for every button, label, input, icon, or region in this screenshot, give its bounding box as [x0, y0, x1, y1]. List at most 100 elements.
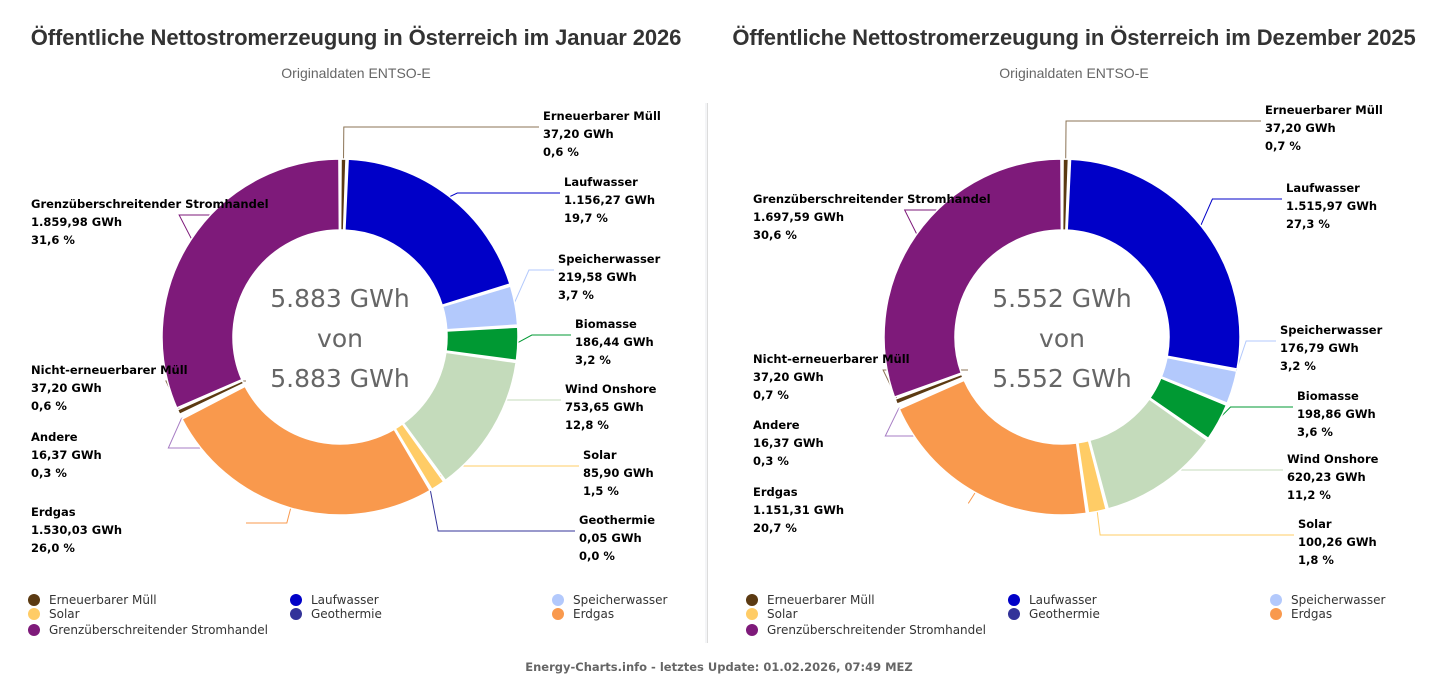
chart-title: Öffentliche Nettostromerzeugung in Öster… [30, 25, 682, 50]
label-value: 620,23 GWh [1287, 470, 1366, 484]
label-name: Andere [753, 418, 800, 432]
legend-label: Solar [49, 606, 80, 621]
label-percent: 0,0 % [579, 549, 615, 563]
data-label-wind-onshore: Wind Onshore 620,23 GWh 11,2 % [1287, 452, 1379, 502]
donut-chart: Erneuerbarer Müll 37,20 GWh 0,6 % Laufwasse… [31, 109, 661, 563]
legend-label: Geothermie [311, 606, 382, 621]
slice-andere[interactable] [897, 377, 965, 408]
legend-marker-icon [746, 607, 758, 620]
data-label-erneuerbarer-muell: Erneuerbarer Müll 37,20 GWh 0,7 % [1265, 103, 1383, 153]
slice-andere[interactable] [179, 383, 246, 418]
legend-item-erdgas[interactable]: Erdgas [552, 606, 614, 621]
slice-nicht-erneuerbarer-muell[interactable] [894, 373, 964, 405]
label-value: 1.530,03 GWh [31, 523, 122, 537]
legend-marker-icon [1008, 593, 1020, 606]
legend-marker-icon [290, 593, 302, 606]
legend-item-speicherwasser[interactable]: Speicherwasser [552, 592, 667, 607]
label-value: 100,26 GWh [1298, 535, 1377, 549]
legend-label: Laufwasser [1029, 592, 1097, 607]
legend-item-erdgas[interactable]: Erdgas [1270, 606, 1332, 621]
label-name: Biomasse [1297, 389, 1359, 403]
slice-grenzueberschreitender-stromhandel[interactable] [161, 158, 341, 409]
label-value: 37,20 GWh [753, 370, 824, 384]
label-name: Erneuerbarer Müll [543, 109, 661, 123]
data-label-speicherwasser: Speicherwasser 219,58 GWh 3,7 % [558, 252, 661, 302]
slice-speicherwasser[interactable] [441, 285, 519, 331]
label-percent: 30,6 % [753, 228, 797, 242]
donut-chart: Erneuerbarer Müll 37,20 GWh 0,7 % Laufwasse… [753, 103, 1383, 567]
legend-marker-icon [1270, 593, 1282, 606]
center-total: 5.883 GWh von 5.883 GWh [270, 284, 409, 393]
label-percent: 0,6 % [543, 145, 579, 159]
label-value: 219,58 GWh [558, 270, 637, 284]
slice-erdgas[interactable] [181, 385, 431, 516]
label-name: Speicherwasser [1280, 323, 1383, 337]
legend-label: Erneuerbarer Müll [767, 592, 875, 607]
data-label-biomasse: Biomasse 186,44 GWh 3,2 % [575, 317, 654, 367]
slice-solar[interactable] [1077, 439, 1107, 514]
footer-credits: Energy-Charts.info - letztes Update: 01.… [525, 660, 913, 674]
label-value: 16,37 GWh [753, 436, 824, 450]
legend-label: Grenzüberschreitender Stromhandel [49, 622, 268, 637]
label-value: 85,90 GWh [583, 466, 654, 480]
data-label-erneuerbarer-muell: Erneuerbarer Müll 37,20 GWh 0,6 % [543, 109, 661, 159]
chart-panel-january: Öffentliche Nettostromerzeugung in Öster… [0, 0, 712, 650]
slice-grenzueberschreitender-stromhandel[interactable] [883, 158, 1063, 398]
connector-erneuerbarer-muell [342, 126, 539, 162]
label-percent: 3,6 % [1297, 425, 1333, 439]
slice-erdgas[interactable] [898, 379, 1088, 516]
connector-erdgas [968, 490, 977, 504]
data-label-andere: Andere 16,37 GWh 0,3 % [753, 418, 824, 468]
label-name: Nicht-erneuerbarer Müll [31, 363, 188, 377]
label-percent: 20,7 % [753, 521, 797, 535]
legend-item-laufwasser[interactable]: Laufwasser [1008, 592, 1097, 607]
slice-biomasse[interactable] [1149, 377, 1228, 440]
legend-item-solar[interactable]: Solar [746, 606, 798, 621]
label-value: 1.515,97 GWh [1286, 199, 1377, 213]
label-name: Andere [31, 430, 78, 444]
data-label-grenzueberschreitender-stromhandel: Grenzüberschreitender Stromhandel 1.697,5… [753, 192, 991, 242]
slice-nicht-erneuerbarer-muell[interactable] [176, 380, 245, 416]
data-label-erdgas: Erdgas 1.151,31 GWh 20,7 % [753, 485, 844, 535]
legend-item-geothermie[interactable]: Geothermie [290, 606, 382, 621]
slice-wind-onshore[interactable] [402, 351, 517, 482]
label-percent: 0,3 % [753, 454, 789, 468]
legend-item-speicherwasser[interactable]: Speicherwasser [1270, 592, 1385, 607]
legend-item-grenzueberschreitender-stromhandel[interactable]: Grenzüberschreitender Stromhandel [28, 622, 268, 637]
connector-laufwasser [447, 192, 560, 199]
data-label-nicht-erneuerbarer-muell: Nicht-erneuerbarer Müll 37,20 GWh 0,6 % [31, 363, 188, 413]
slice-wind-onshore[interactable] [1089, 398, 1208, 510]
label-percent: 0,7 % [1265, 139, 1301, 153]
label-value: 0,05 GWh [579, 531, 642, 545]
legend-item-geothermie[interactable]: Geothermie [1008, 606, 1100, 621]
center-line2: von [317, 324, 363, 353]
label-value: 1.151,31 GWh [753, 503, 844, 517]
legend-label: Erneuerbarer Müll [49, 592, 157, 607]
slice-biomasse[interactable] [445, 326, 519, 362]
center-line2: von [1039, 324, 1085, 353]
connector-erdgas [246, 505, 292, 524]
legend-label: Geothermie [1029, 606, 1100, 621]
chart-legend: Erneuerbarer Müll Laufwasser Speicherwasse… [28, 592, 688, 644]
legend-marker-icon [1270, 607, 1282, 620]
legend-item-laufwasser[interactable]: Laufwasser [290, 592, 379, 607]
slice-laufwasser[interactable] [344, 158, 511, 306]
legend-item-solar[interactable]: Solar [28, 606, 80, 621]
label-value: 176,79 GWh [1280, 341, 1359, 355]
label-percent: 11,2 % [1287, 488, 1331, 502]
legend-marker-icon [290, 607, 302, 620]
slice-speicherwasser[interactable] [1160, 356, 1238, 404]
connector-solar [1096, 509, 1294, 536]
panel-divider [705, 103, 708, 643]
legend-marker-icon [28, 593, 40, 606]
legend-item-erneuerbarer-muell[interactable]: Erneuerbarer Müll [28, 592, 157, 607]
chart-title: Öffentliche Nettostromerzeugung in Öster… [732, 25, 1416, 50]
slice-erneuerbarer-muell[interactable] [1061, 158, 1070, 231]
connector-wind-onshore [1162, 469, 1283, 482]
slice-erneuerbarer-muell[interactable] [339, 158, 347, 231]
slice-laufwasser[interactable] [1066, 158, 1241, 370]
legend-item-erneuerbarer-muell[interactable]: Erneuerbarer Müll [746, 592, 875, 607]
label-name: Biomasse [575, 317, 637, 331]
legend-item-grenzueberschreitender-stromhandel[interactable]: Grenzüberschreitender Stromhandel [746, 622, 986, 637]
legend-label: Erdgas [573, 606, 615, 621]
